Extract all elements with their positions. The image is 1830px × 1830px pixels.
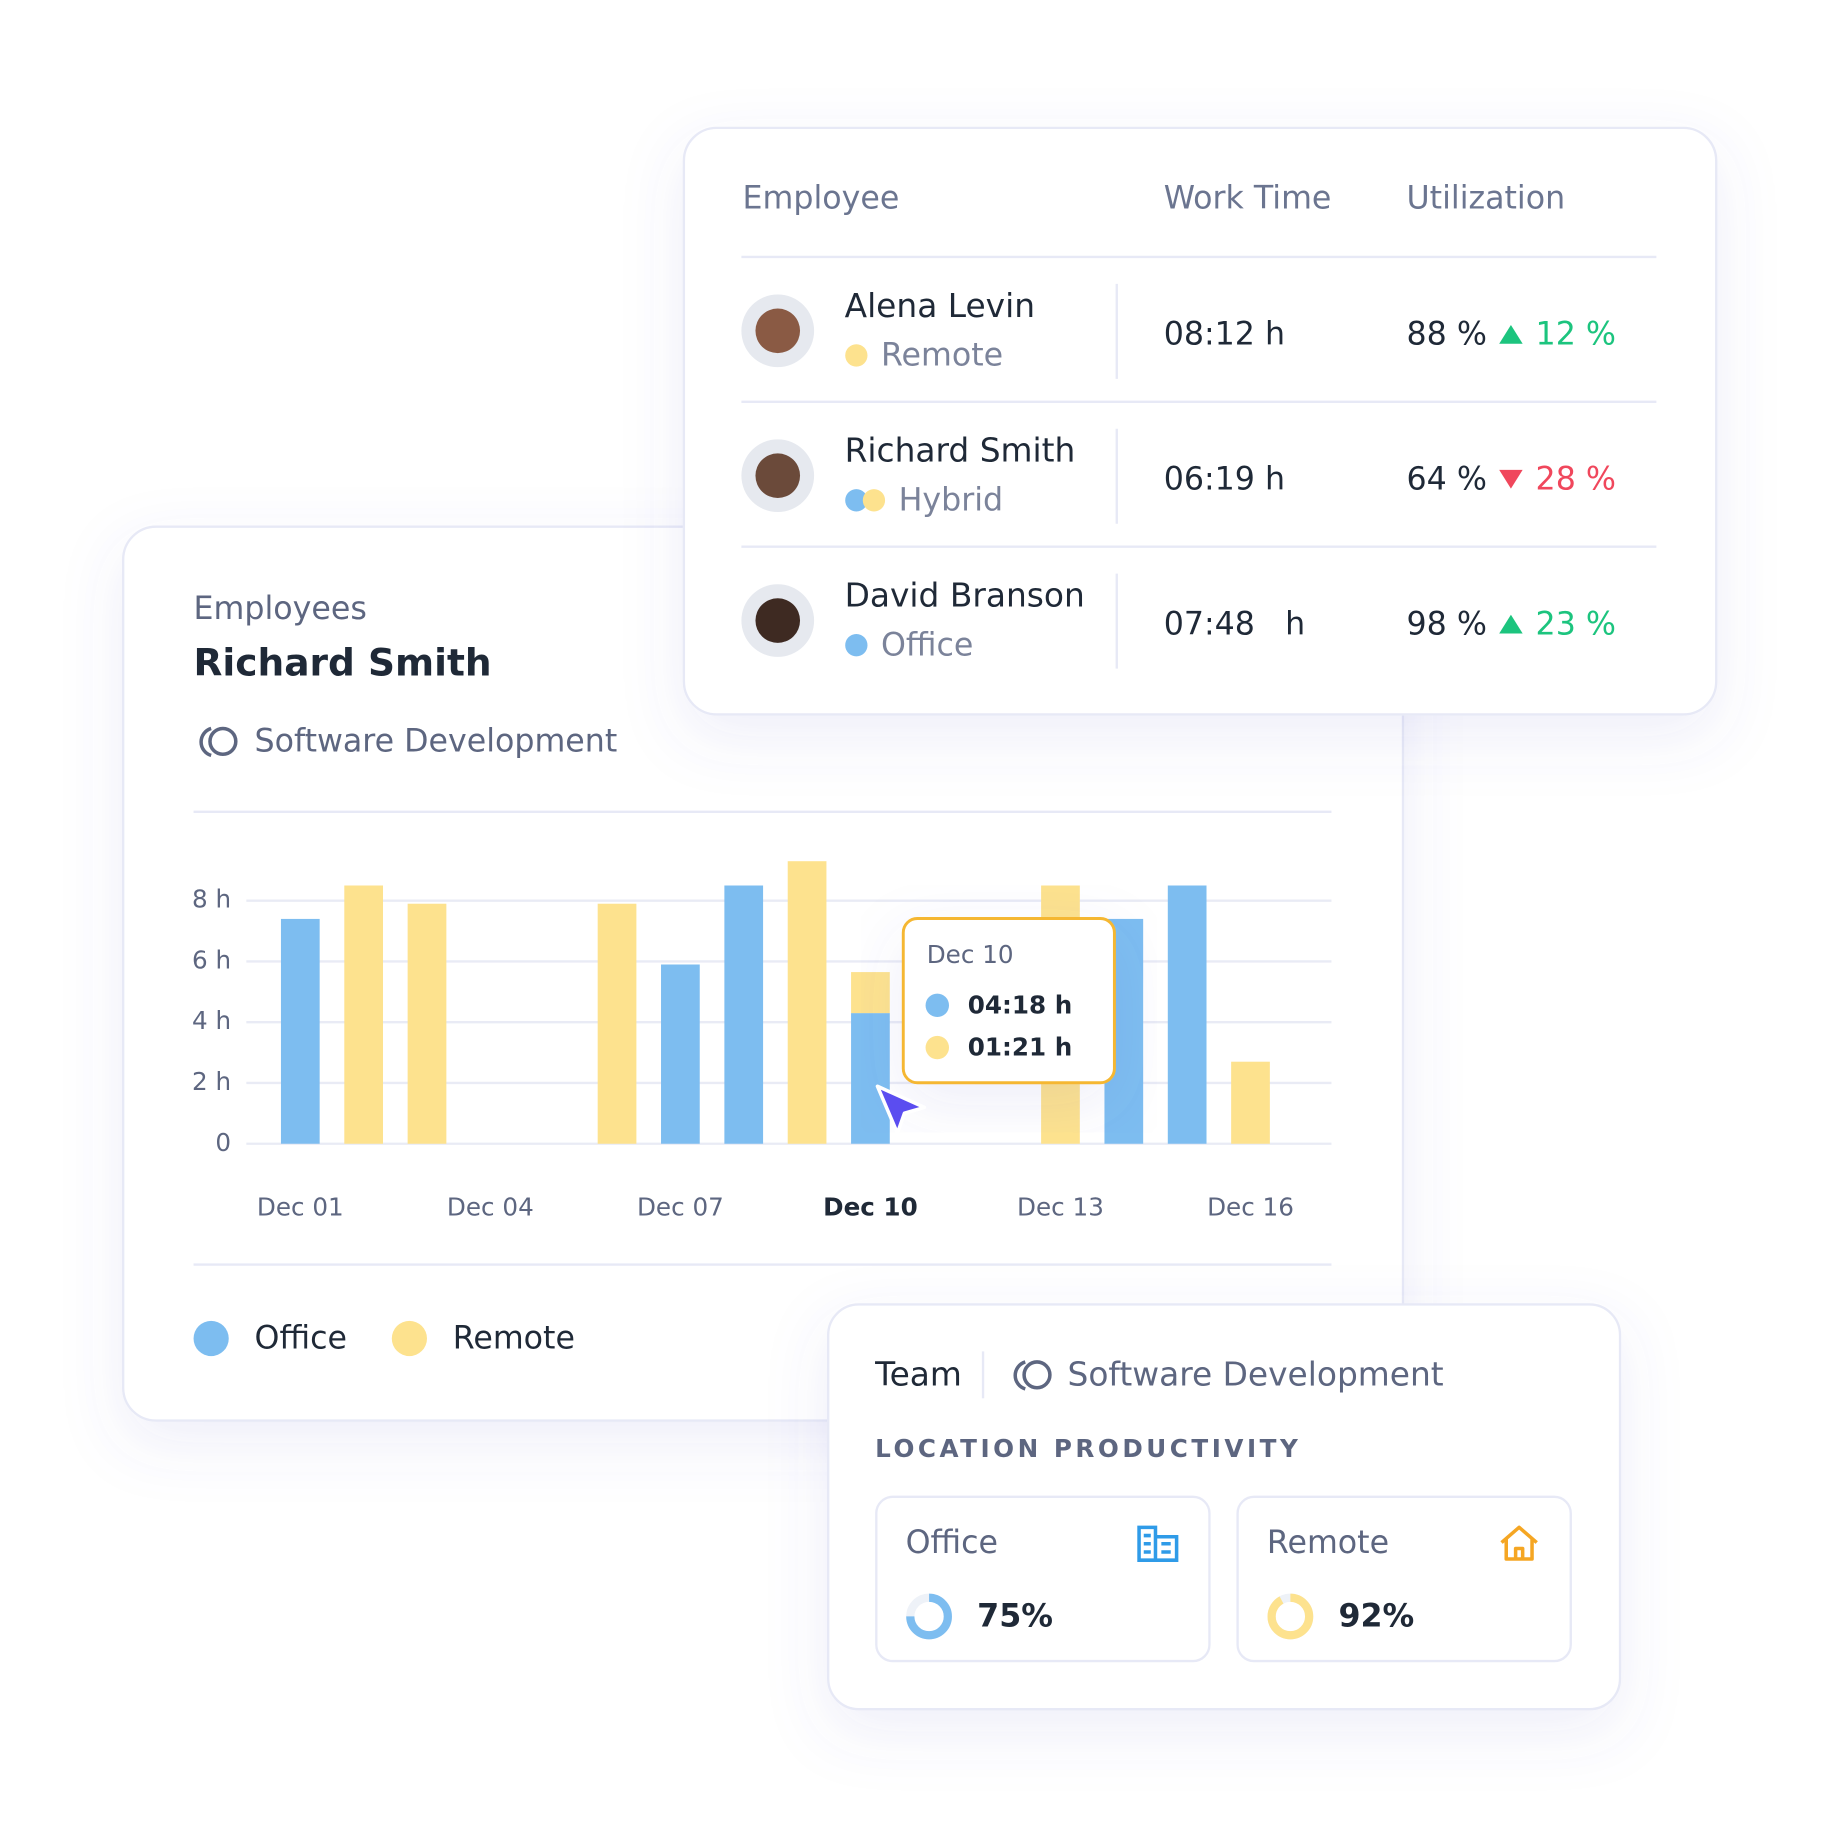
utilization: 64 %: [1407, 461, 1487, 497]
bar: [724, 885, 764, 1144]
work-time: 07:48 h: [1164, 606, 1305, 642]
table-row: David Branson Office 07:48 h 98 % 23 %: [741, 545, 1657, 669]
column-header: Work Time: [1164, 180, 1332, 216]
utilization-change: 12 %: [1536, 317, 1616, 353]
bar: [344, 885, 384, 1144]
cursor: [875, 1084, 927, 1135]
employee-name: Alena Levin: [845, 287, 1035, 325]
tooltip-box: [901, 917, 1116, 1085]
legend-label: Office: [255, 1321, 347, 1357]
x-tick-label: Dec 04: [447, 1192, 534, 1221]
team-card: Team Software Development LOCATION PRODU…: [827, 1303, 1622, 1711]
tile-box: [875, 1495, 1211, 1663]
work-time: 08:12 h: [1164, 317, 1285, 353]
productivity-tile: Office 75%: [875, 1495, 1211, 1663]
section-heading: LOCATION PRODUCTIVITY: [875, 1434, 1301, 1463]
employee-card: Employees Richard Smith Software Develop…: [122, 525, 1405, 1422]
tile-name: Remote: [1267, 1525, 1389, 1561]
tile-value: 75%: [977, 1599, 1053, 1635]
tile-value: 92%: [1338, 1599, 1414, 1635]
trend-arrow: [1499, 469, 1523, 489]
tooltip-title: Dec 10: [927, 940, 1014, 969]
table-row: Richard Smith Hybrid 06:19 h 64 % 28 %: [741, 400, 1657, 524]
x-tick-label: Dec 07: [637, 1192, 724, 1221]
employee-name: David Branson: [845, 577, 1085, 615]
y-tick-label: 0: [215, 1128, 231, 1157]
tooltip: Dec 10 04:18 h 01:21 h: [901, 917, 1116, 1085]
y-tick-label: 4 h: [192, 1006, 231, 1035]
tooltip-value: 04:18 h: [968, 991, 1073, 1020]
bar: [407, 903, 447, 1144]
bar: [1231, 1061, 1270, 1144]
team-name: Software Development: [255, 724, 618, 760]
bar: [851, 972, 890, 1014]
bar: [787, 861, 827, 1144]
bar: [1167, 885, 1207, 1144]
location-dot: [845, 344, 868, 367]
column-header: Utilization: [1407, 180, 1566, 216]
bar: [851, 1013, 890, 1144]
card: [682, 126, 1718, 716]
building-icon: [1137, 1525, 1179, 1562]
table-rows: Alena Levin Remote 08:12 h 88 % 12 % Richard …: [741, 283, 1657, 669]
team-icon: [199, 726, 238, 758]
bar: [597, 903, 637, 1144]
location-dot: [862, 489, 886, 512]
x-tick-label: Dec 16: [1207, 1192, 1294, 1221]
avatar-face: [755, 308, 801, 354]
tile-box: [1236, 1495, 1572, 1663]
bar: [661, 964, 700, 1144]
trend-arrow: [1499, 614, 1523, 634]
employee-location: Hybrid: [899, 482, 1004, 518]
employee-location: Office: [881, 627, 973, 663]
employee-name: Richard Smith: [845, 432, 1076, 470]
avatar-face: [755, 453, 801, 498]
utilization-change: 28 %: [1536, 461, 1616, 497]
y-tick-label: 8 h: [192, 885, 231, 914]
legend-swatch: [391, 1320, 427, 1357]
tooltip-dot: [925, 993, 950, 1018]
tooltip-dot: [925, 1035, 950, 1060]
donut-arc: [1267, 1593, 1314, 1640]
employee-location: Remote: [881, 338, 1003, 374]
x-tick-label: Dec 13: [1017, 1192, 1104, 1221]
team-icon: [1013, 1360, 1052, 1391]
legend-label: Remote: [453, 1321, 575, 1357]
house-icon: [1500, 1525, 1538, 1561]
avatar-face: [755, 598, 801, 643]
table-row: Alena Levin Remote 08:12 h 88 % 12 %: [741, 283, 1616, 379]
employee-name: Richard Smith: [194, 641, 492, 685]
legend-swatch: [193, 1320, 229, 1357]
column-header: Employee: [743, 180, 900, 216]
work-time: 06:19 h: [1164, 461, 1285, 497]
utilization: 98 %: [1407, 606, 1487, 642]
card-label: Employees: [194, 591, 367, 627]
utilization: 88 %: [1407, 317, 1487, 353]
trend-arrow: [1499, 324, 1523, 344]
utilization-change: 23 %: [1536, 606, 1616, 642]
y-tick-label: 2 h: [192, 1067, 231, 1096]
bar: [280, 918, 320, 1144]
x-tick-label: Dec 10: [823, 1192, 918, 1221]
productivity-tile: Remote 92%: [1236, 1495, 1572, 1663]
y-tick-label: 6 h: [192, 945, 231, 974]
card-label: Team: [874, 1356, 962, 1394]
tile-name: Office: [906, 1525, 998, 1561]
x-tick-label: Dec 01: [257, 1192, 344, 1221]
tooltip-value: 01:21 h: [968, 1033, 1073, 1062]
location-dot: [845, 489, 868, 512]
tiles: Office 75% Remote 92%: [875, 1495, 1572, 1663]
team-name: Software Development: [1068, 1356, 1444, 1394]
location-dot: [845, 634, 868, 657]
legend: Office Remote: [193, 1320, 575, 1357]
table-card: Employee Work Time Utilization Alena Lev…: [682, 126, 1718, 716]
donut-arc: [906, 1593, 952, 1640]
